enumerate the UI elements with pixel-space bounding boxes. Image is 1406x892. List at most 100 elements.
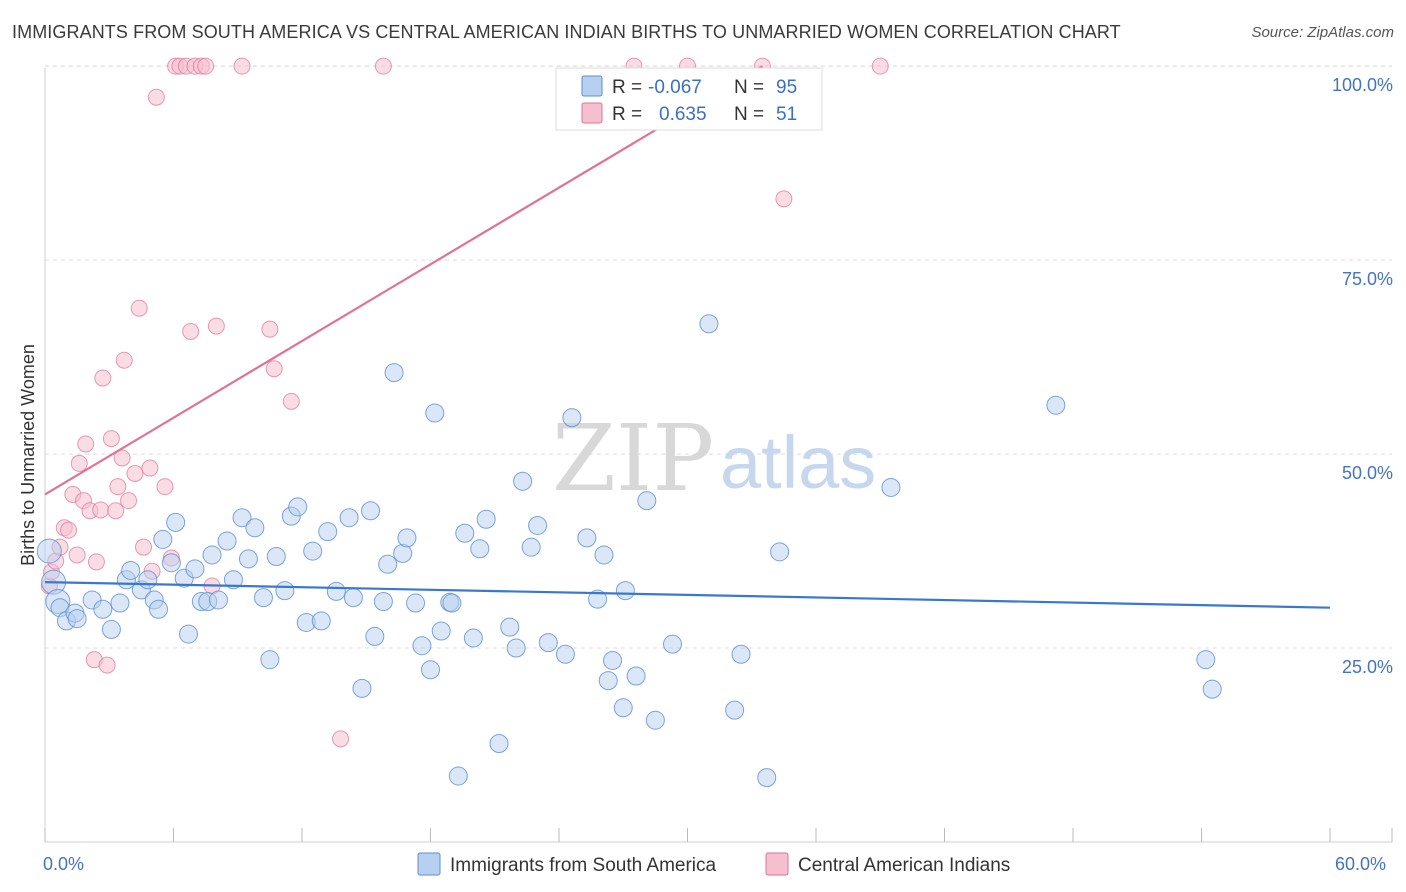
data-point-central-american-indians <box>871 57 889 75</box>
data-point-immigrants-south-america <box>577 528 597 548</box>
y-tick-label-50: 50.0% <box>1342 463 1393 483</box>
data-point-immigrants-south-america <box>67 609 87 629</box>
data-point-central-american-indians <box>374 57 392 75</box>
data-point-immigrants-south-america <box>275 581 295 601</box>
data-point-immigrants-south-america <box>208 590 228 610</box>
trend-line-central-american-indians <box>44 65 764 496</box>
data-point-immigrants-south-america <box>699 314 719 334</box>
watermark: ZIP atlas <box>552 405 876 512</box>
data-point-immigrants-south-america <box>339 508 359 528</box>
legend-n-label-1: N = <box>734 77 764 98</box>
data-point-central-american-indians <box>265 360 283 378</box>
data-point-immigrants-south-america <box>238 549 258 569</box>
data-point-immigrants-south-america <box>663 634 683 654</box>
axes <box>44 68 1392 843</box>
data-point-immigrants-south-america <box>121 560 141 580</box>
data-point-immigrants-south-america <box>489 733 509 753</box>
data-point-immigrants-south-america <box>448 766 468 786</box>
data-point-immigrants-south-america <box>562 408 582 428</box>
data-point-central-american-indians <box>130 299 148 317</box>
legend-n-value-2: 51 <box>776 104 797 125</box>
data-point-central-american-indians <box>77 435 95 453</box>
data-point-immigrants-south-america <box>613 698 633 718</box>
data-point-immigrants-south-america <box>260 650 280 670</box>
x-tick-label-max: 60.0% <box>1335 854 1386 874</box>
data-point-immigrants-south-america <box>770 542 790 562</box>
data-point-immigrants-south-america <box>178 624 198 644</box>
data-point-central-american-indians <box>282 392 300 410</box>
data-point-central-american-indians <box>207 317 225 335</box>
data-point-immigrants-south-america <box>245 518 265 538</box>
data-point-immigrants-south-america <box>513 471 533 491</box>
data-point-immigrants-south-america <box>500 617 520 637</box>
bottom-legend-swatch-blue <box>417 852 441 876</box>
legend-swatch-blue <box>581 75 603 97</box>
legend-n-value-1: 95 <box>776 77 797 98</box>
data-point-central-american-indians <box>261 320 279 338</box>
data-point-central-american-indians <box>147 88 165 106</box>
data-point-central-american-indians <box>141 459 159 477</box>
data-point-central-american-indians <box>87 553 105 571</box>
data-point-immigrants-south-america <box>288 497 308 517</box>
data-point-immigrants-south-america <box>431 621 451 641</box>
data-point-immigrants-south-america <box>149 599 169 619</box>
data-point-immigrants-south-america <box>555 644 575 664</box>
data-point-immigrants-south-america <box>311 611 331 631</box>
data-point-immigrants-south-america <box>303 541 323 561</box>
legend-r-label-2: R = <box>612 104 642 125</box>
chart-title: IMMIGRANTS FROM SOUTH AMERICA VS CENTRAL… <box>12 22 1121 42</box>
data-point-central-american-indians <box>126 464 144 482</box>
data-point-immigrants-south-america <box>266 546 286 566</box>
trend-line-immigrants-south-america <box>44 580 1331 609</box>
bottom-legend-swatch-pink <box>765 852 789 876</box>
data-point-immigrants-south-america <box>153 529 173 549</box>
legend-r-value-1: -0.067 <box>648 77 702 98</box>
data-point-immigrants-south-america <box>326 581 346 601</box>
data-point-central-american-indians <box>98 656 116 674</box>
data-point-immigrants-south-america <box>757 768 777 788</box>
data-point-immigrants-south-america <box>36 538 62 564</box>
trend-lines <box>44 65 1331 609</box>
data-point-central-american-indians <box>233 57 251 75</box>
data-point-immigrants-south-america <box>463 628 483 648</box>
grid-lines <box>45 65 1392 649</box>
data-point-immigrants-south-america <box>406 593 426 613</box>
data-point-immigrants-south-america <box>101 619 121 639</box>
y-tick-label-100: 100.0% <box>1332 75 1393 95</box>
data-point-immigrants-south-america <box>455 523 475 543</box>
data-point-immigrants-south-america <box>1196 650 1216 670</box>
data-point-central-american-indians <box>107 502 125 520</box>
data-point-central-american-indians <box>102 430 120 448</box>
data-point-immigrants-south-america <box>645 710 665 730</box>
data-point-central-american-indians <box>156 478 174 496</box>
data-point-immigrants-south-america <box>202 545 222 565</box>
x-ticks <box>44 828 1393 842</box>
x-tick-label-min: 0.0% <box>43 854 84 874</box>
data-point-immigrants-south-america <box>476 509 496 529</box>
data-point-immigrants-south-america <box>352 678 372 698</box>
bottom-legend: Immigrants from South America Central Am… <box>417 852 1010 876</box>
series-central-american-indians-points <box>40 57 889 748</box>
data-point-immigrants-south-america <box>626 666 646 686</box>
y-tick-label-75: 75.0% <box>1342 269 1393 289</box>
data-point-central-american-indians <box>775 190 793 208</box>
watermark-atlas: atlas <box>720 421 876 504</box>
data-point-immigrants-south-america <box>138 570 158 590</box>
data-point-immigrants-south-america <box>397 528 417 548</box>
data-point-central-american-indians <box>120 492 138 510</box>
data-point-immigrants-south-america <box>1046 395 1066 415</box>
data-point-central-american-indians <box>68 546 86 564</box>
data-point-immigrants-south-america <box>425 403 445 423</box>
legend-swatch-pink <box>581 102 603 124</box>
data-point-central-american-indians <box>197 57 215 75</box>
data-point-immigrants-south-america <box>378 554 398 574</box>
data-point-immigrants-south-america <box>521 537 541 557</box>
data-point-immigrants-south-america <box>603 650 623 670</box>
data-point-immigrants-south-america <box>93 599 113 619</box>
data-point-immigrants-south-america <box>318 522 338 542</box>
data-point-immigrants-south-america <box>731 644 751 664</box>
bottom-legend-label-pink: Central American Indians <box>798 855 1010 876</box>
data-point-immigrants-south-america <box>881 477 901 497</box>
data-point-central-american-indians <box>70 454 88 472</box>
data-point-immigrants-south-america <box>470 539 490 559</box>
